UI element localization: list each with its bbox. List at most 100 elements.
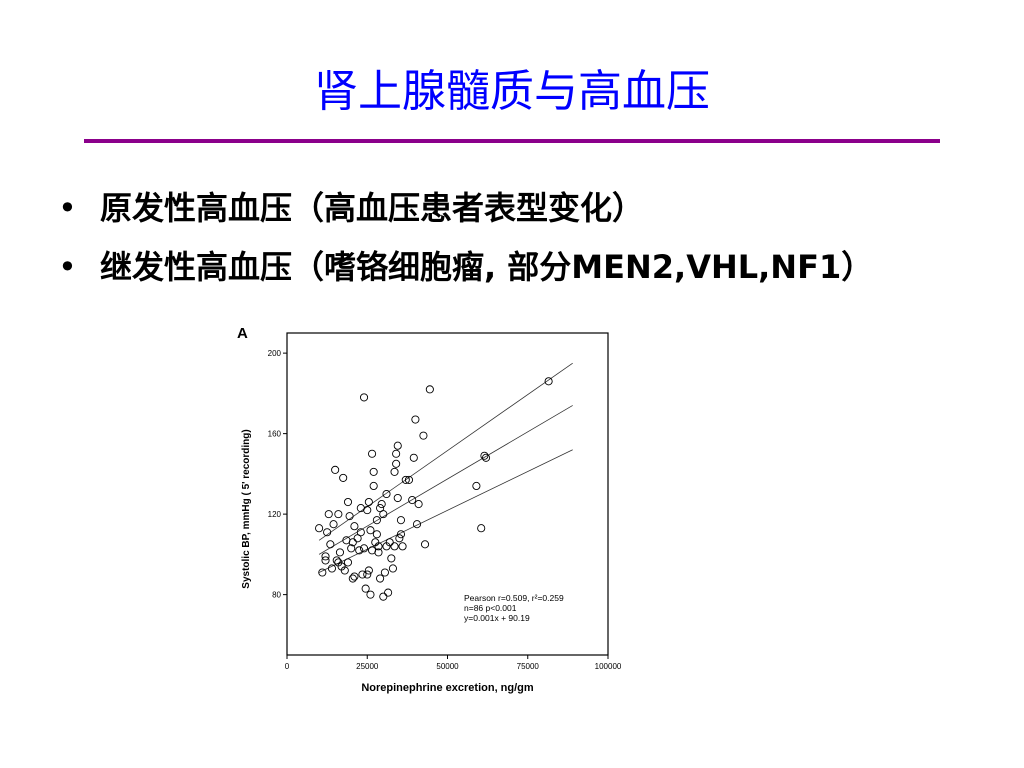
data-point [377, 500, 386, 509]
data-point [327, 564, 336, 573]
data-point [393, 493, 402, 503]
data-point [368, 449, 377, 458]
chart-canvas: 80 120 160 200 0 25000 50000 75000 100000 Norepin… [237, 325, 622, 694]
data-point [369, 481, 378, 490]
data-point [395, 534, 404, 543]
x-tick-label: 50000 [436, 662, 459, 671]
stats-annotation-line: n=86 p<0.001 [464, 603, 517, 613]
data-point [366, 526, 375, 535]
data-point [331, 465, 340, 474]
data-point [326, 540, 335, 549]
data-point [372, 516, 381, 525]
bullet-text: 继发性高血压（嗜铬细胞瘤, 部分MEN2,VHL,NF1） [100, 248, 874, 286]
data-point [409, 453, 418, 462]
data-point [420, 540, 430, 549]
fit-line-lower [318, 449, 573, 573]
data-point [404, 475, 414, 484]
data-point [366, 590, 375, 599]
data-point [379, 510, 388, 519]
data-point [390, 467, 399, 476]
bullet-item-secondary-hypertension: • 继发性高血压（嗜铬细胞瘤, 部分MEN2,VHL,NF1） [58, 247, 873, 287]
data-point [384, 588, 393, 597]
data-point [340, 566, 349, 575]
data-point [414, 500, 423, 509]
data-point [372, 530, 381, 539]
data-point [388, 564, 397, 573]
data-point [544, 377, 553, 386]
x-tick-label: 25000 [356, 662, 379, 671]
data-point [350, 522, 359, 531]
data-point [374, 548, 383, 557]
data-point [335, 548, 345, 557]
data-point [411, 415, 420, 424]
data-point [481, 453, 491, 462]
bullet-marker: • [58, 189, 77, 227]
data-point [355, 546, 364, 555]
slide-title: 肾上腺髓质与高血压 [314, 66, 710, 117]
data-point [392, 449, 401, 458]
y-axis-label: Systolic BP, mmHg ( 5' recording) [241, 429, 252, 588]
data-point [359, 393, 369, 402]
data-point [315, 524, 324, 533]
y-tick-label: 80 [272, 591, 281, 600]
data-point [323, 528, 332, 537]
data-point [412, 520, 422, 529]
fit-line-fit [318, 405, 573, 555]
x-tick-label: 100000 [595, 662, 622, 671]
data-point [363, 570, 372, 579]
data-point [334, 510, 343, 519]
data-point [348, 538, 357, 547]
data-point [324, 510, 333, 519]
data-point [393, 441, 402, 450]
data-point [382, 489, 391, 499]
data-point [385, 538, 394, 547]
data-point [425, 385, 434, 394]
data-point [356, 504, 365, 513]
data-point [387, 554, 396, 563]
x-tick-label: 0 [285, 662, 290, 671]
data-point [356, 528, 365, 537]
data-point [359, 544, 369, 553]
y-tick-label: 200 [268, 349, 282, 358]
data-point [380, 568, 389, 577]
data-point [343, 497, 353, 507]
data-point [361, 584, 370, 593]
panel-label: A [237, 325, 248, 342]
data-point [332, 556, 341, 565]
stats-annotation-line: y=0.001x + 90.19 [464, 613, 530, 623]
data-point [392, 459, 401, 468]
data-point [334, 558, 343, 567]
bullet-marker: • [58, 248, 77, 286]
data-point [318, 568, 327, 577]
plot-frame [286, 332, 609, 656]
data-point [472, 481, 481, 490]
data-point [364, 497, 373, 507]
data-point [348, 574, 357, 583]
data-point [329, 520, 338, 529]
data-point [350, 572, 359, 581]
bullet-text: 原发性高血压（高血压患者表型变化） [100, 189, 645, 227]
y-tick-label: 120 [268, 510, 282, 519]
x-axis-label: Norepinephrine excretion, ng/gm [361, 682, 534, 694]
data-point [408, 495, 417, 505]
data-point [321, 556, 330, 565]
scatter-chart: 80 120 160 200 0 25000 50000 75000 100000 Norepin… [234, 318, 634, 698]
data-point [374, 542, 383, 551]
data-point [339, 473, 348, 482]
fit-line-upper [318, 362, 573, 541]
data-point [369, 467, 378, 476]
data-point [477, 524, 486, 533]
stats-annotation-line: Pearson r=0.509, r²=0.259 [464, 593, 564, 603]
y-tick-label: 160 [268, 430, 282, 439]
data-point [396, 516, 406, 525]
data-point [401, 475, 410, 484]
data-point [390, 542, 399, 551]
data-point [345, 512, 354, 521]
data-point [347, 544, 356, 553]
data-point [379, 592, 388, 601]
data-point [396, 530, 406, 539]
data-point [343, 558, 353, 567]
data-point [419, 431, 428, 440]
data-point [376, 574, 385, 583]
bullet-item-primary-hypertension: • 原发性高血压（高血压患者表型变化） [58, 188, 644, 228]
